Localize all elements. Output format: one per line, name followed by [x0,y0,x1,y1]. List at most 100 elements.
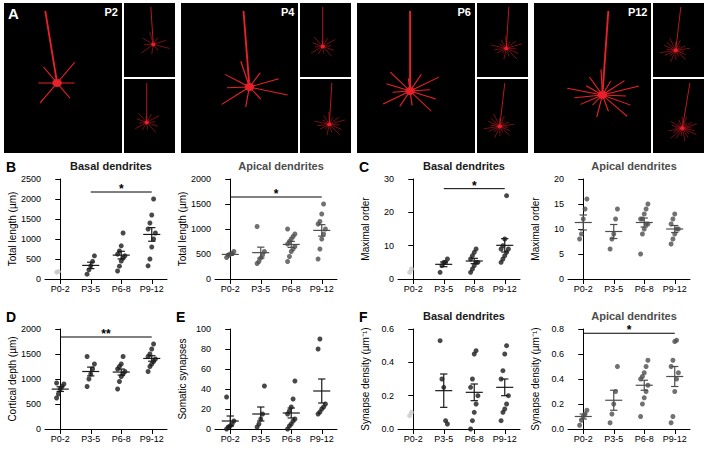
svg-text:500: 500 [26,399,41,409]
svg-text:30: 30 [384,174,394,184]
svg-text:P0-2: P0-2 [574,434,593,444]
svg-text:0: 0 [36,274,41,284]
svg-text:B: B [6,159,16,175]
svg-text:C: C [359,159,369,175]
svg-text:Apical dendrites: Apical dendrites [591,310,677,322]
svg-text:0.4: 0.4 [551,374,564,384]
svg-text:*: * [119,182,124,196]
svg-text:P6-8: P6-8 [635,434,654,444]
svg-text:P6-8: P6-8 [465,284,484,294]
html-text:P12: P12 [627,6,648,18]
svg-text:0.0: 0.0 [551,424,564,434]
svg-text:F: F [359,309,368,325]
svg-text:60: 60 [201,364,211,374]
svg-text:10: 10 [554,224,564,234]
svg-text:20: 20 [384,207,394,217]
svg-text:Basal dendrites: Basal dendrites [70,160,152,172]
svg-text:0: 0 [36,424,41,434]
svg-text:P6-8: P6-8 [282,434,301,444]
svg-text:P3-5: P3-5 [434,434,453,444]
svg-text:0: 0 [389,274,394,284]
svg-text:P9-12: P9-12 [493,284,517,294]
svg-text:E: E [176,309,185,325]
svg-text:1000: 1000 [21,374,41,384]
svg-text:P0-2: P0-2 [51,434,70,444]
svg-text:*: * [627,323,632,337]
svg-text:Maximal order: Maximal order [360,197,371,261]
svg-text:2500: 2500 [21,174,41,184]
svg-text:5: 5 [559,249,564,259]
svg-text:P3-5: P3-5 [81,284,100,294]
html-text:P2: P2 [104,6,118,18]
svg-text:P9-12: P9-12 [140,284,164,294]
svg-text:1500: 1500 [21,214,41,224]
svg-text:Total length (µm): Total length (µm) [177,192,188,267]
svg-text:**: ** [101,327,111,341]
svg-text:0.6: 0.6 [551,349,564,359]
svg-text:P6-8: P6-8 [635,284,654,294]
svg-text:P3-5: P3-5 [604,434,623,444]
svg-text:P0-2: P0-2 [404,434,423,444]
svg-text:Cortical depth (µm): Cortical depth (µm) [7,336,18,421]
svg-text:1500: 1500 [21,349,41,359]
svg-text:P3-5: P3-5 [604,284,623,294]
svg-text:P0-2: P0-2 [574,284,593,294]
html-text:P4: P4 [281,6,295,18]
svg-text:1000: 1000 [191,224,211,234]
svg-text:0.8: 0.8 [551,324,564,334]
svg-text:10: 10 [384,241,394,251]
html-text:P6: P6 [457,6,471,18]
svg-text:P0-2: P0-2 [404,284,423,294]
svg-text:40: 40 [201,384,211,394]
svg-text:P3-5: P3-5 [81,434,100,444]
svg-text:0.4: 0.4 [381,357,394,367]
svg-text:P3-5: P3-5 [251,284,270,294]
svg-text:P9-12: P9-12 [310,284,334,294]
svg-text:0.2: 0.2 [551,399,564,409]
svg-text:80: 80 [201,344,211,354]
svg-text:500: 500 [196,249,211,259]
svg-text:Total length (µm): Total length (µm) [7,192,18,267]
svg-text:20: 20 [554,174,564,184]
svg-text:0: 0 [206,274,211,284]
svg-text:P0-2: P0-2 [221,284,240,294]
svg-text:P0-2: P0-2 [221,434,240,444]
svg-text:0.0: 0.0 [381,424,394,434]
svg-text:P3-5: P3-5 [434,284,453,294]
svg-text:0: 0 [559,274,564,284]
svg-text:P6-8: P6-8 [465,434,484,444]
svg-text:1000: 1000 [21,234,41,244]
svg-text:*: * [472,179,477,193]
svg-text:P9-12: P9-12 [663,434,687,444]
svg-text:Apical dendrites: Apical dendrites [238,160,324,172]
svg-text:Basal dendrites: Basal dendrites [423,160,505,172]
svg-text:0.6: 0.6 [381,324,394,334]
svg-text:P9-12: P9-12 [663,284,687,294]
svg-text:P9-12: P9-12 [493,434,517,444]
svg-text:1500: 1500 [191,199,211,209]
svg-text:2000: 2000 [191,174,211,184]
svg-text:2000: 2000 [21,194,41,204]
svg-text:P9-12: P9-12 [140,434,164,444]
svg-text:Apical dendrites: Apical dendrites [591,160,677,172]
svg-text:Maximal order: Maximal order [530,197,541,261]
svg-text:2000: 2000 [21,324,41,334]
svg-text:Somatic synapses: Somatic synapses [177,338,188,419]
svg-text:P6-8: P6-8 [282,284,301,294]
svg-text:Synapse density (µm⁻¹): Synapse density (µm⁻¹) [530,327,541,430]
svg-text:P3-5: P3-5 [251,434,270,444]
svg-text:15: 15 [554,199,564,209]
svg-text:P6-8: P6-8 [112,284,131,294]
svg-text:*: * [274,187,279,201]
svg-text:20: 20 [201,404,211,414]
svg-text:P9-12: P9-12 [310,434,334,444]
svg-text:Basal dendrites: Basal dendrites [423,310,505,322]
svg-text:P0-2: P0-2 [51,284,70,294]
svg-text:0.2: 0.2 [381,391,394,401]
svg-text:P6-8: P6-8 [112,434,131,444]
svg-text:500: 500 [26,254,41,264]
svg-text:100: 100 [196,324,211,334]
svg-text:0: 0 [206,424,211,434]
svg-text:D: D [6,309,16,325]
svg-text:Synapse density (µm⁻¹): Synapse density (µm⁻¹) [360,327,371,430]
